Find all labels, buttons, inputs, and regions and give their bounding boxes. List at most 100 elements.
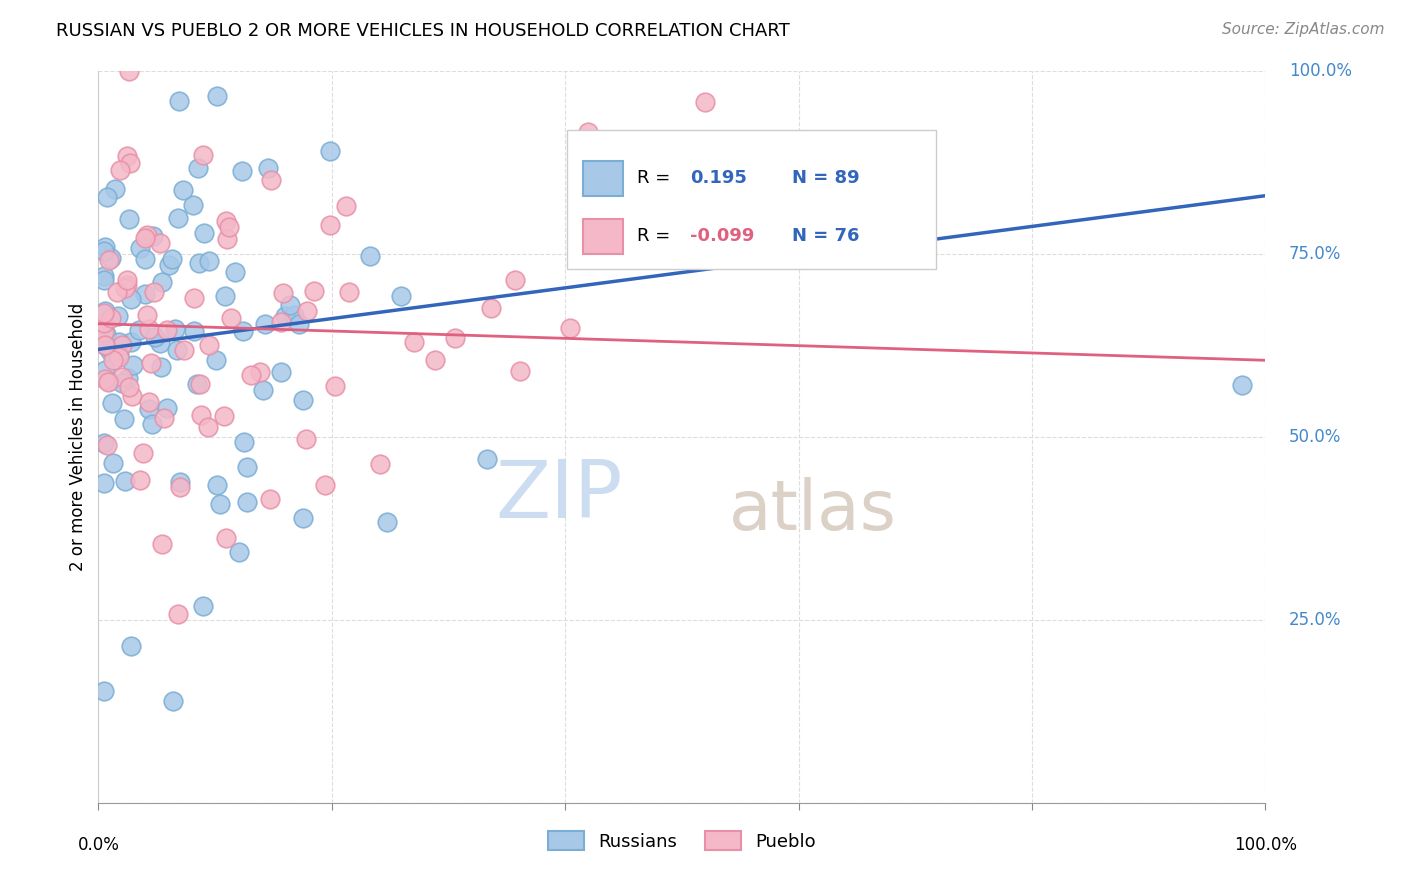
Point — [93, 244, 115, 258]
Point — [142, 285, 165, 300]
Point — [259, 492, 281, 507]
Point — [323, 379, 346, 393]
Point — [162, 694, 184, 708]
Point — [219, 311, 242, 326]
Text: RUSSIAN VS PUEBLO 2 OR MORE VEHICLES IN HOUSEHOLD CORRELATION CHART: RUSSIAN VS PUEBLO 2 OR MORE VEHICLES IN … — [56, 22, 790, 40]
Point — [120, 292, 142, 306]
Point — [270, 365, 292, 379]
Text: 0.0%: 0.0% — [77, 836, 120, 854]
Point — [93, 436, 115, 450]
Point — [156, 401, 179, 416]
Point — [149, 359, 172, 374]
Point — [215, 531, 238, 545]
Point — [314, 477, 336, 491]
Point — [120, 335, 142, 350]
Point — [475, 451, 498, 466]
Point — [103, 181, 125, 195]
Point — [111, 370, 134, 384]
Point — [108, 350, 131, 364]
Point — [335, 199, 357, 213]
Point — [235, 495, 257, 509]
Point — [143, 330, 166, 344]
Point — [93, 304, 115, 318]
Point — [190, 408, 212, 422]
Point — [204, 353, 226, 368]
Point — [149, 236, 172, 251]
Point — [1230, 378, 1253, 392]
Point — [291, 393, 314, 408]
Point — [368, 457, 391, 471]
Point — [212, 409, 235, 424]
Point — [139, 356, 162, 370]
Point — [166, 607, 188, 621]
Point — [101, 353, 124, 368]
Point — [101, 396, 124, 410]
Point — [96, 438, 118, 452]
Point — [128, 241, 150, 255]
Point — [260, 173, 283, 187]
Point — [111, 376, 134, 391]
Text: Source: ZipAtlas.com: Source: ZipAtlas.com — [1222, 22, 1385, 37]
Legend: Russians, Pueblo: Russians, Pueblo — [538, 822, 825, 860]
Point — [232, 324, 254, 338]
Point — [117, 371, 139, 385]
Point — [108, 347, 131, 361]
Point — [101, 457, 124, 471]
Point — [118, 155, 141, 169]
Text: 75.0%: 75.0% — [1289, 245, 1341, 263]
Point — [105, 285, 128, 299]
Point — [191, 148, 214, 162]
Point — [94, 338, 117, 352]
Point — [149, 336, 172, 351]
Text: atlas: atlas — [728, 476, 897, 544]
Point — [359, 249, 381, 263]
Point — [283, 308, 305, 322]
Point — [375, 515, 398, 529]
Point — [138, 401, 160, 416]
Text: 100.0%: 100.0% — [1234, 836, 1296, 854]
Point — [135, 227, 157, 242]
Point — [135, 308, 157, 322]
Text: N = 76: N = 76 — [792, 227, 859, 245]
Point — [114, 474, 136, 488]
Point — [134, 287, 156, 301]
Point — [138, 395, 160, 409]
Point — [132, 446, 155, 460]
Point — [187, 255, 209, 269]
Point — [291, 511, 314, 525]
Point — [108, 163, 131, 178]
Point — [560, 321, 582, 335]
Point — [280, 298, 302, 312]
Point — [93, 306, 115, 320]
Text: 100.0%: 100.0% — [1289, 62, 1351, 80]
Point — [120, 639, 142, 653]
Point — [118, 380, 141, 394]
Point — [134, 252, 156, 266]
Point — [294, 432, 316, 446]
Point — [252, 383, 274, 397]
Point — [138, 322, 160, 336]
Point — [319, 218, 342, 232]
Point — [197, 253, 219, 268]
Point — [114, 281, 136, 295]
Point — [141, 417, 163, 431]
Point — [115, 277, 138, 292]
Point — [108, 334, 131, 349]
Point — [402, 334, 425, 349]
Point — [186, 376, 208, 391]
Point — [270, 315, 292, 329]
Point — [205, 89, 228, 103]
Point — [94, 372, 117, 386]
Point — [167, 94, 190, 108]
Point — [188, 376, 211, 391]
Point — [232, 434, 254, 449]
Point — [193, 599, 215, 613]
Text: R =: R = — [637, 169, 676, 187]
Point — [121, 388, 143, 402]
Point — [93, 325, 115, 339]
Point — [231, 163, 253, 178]
Point — [187, 161, 209, 176]
Point — [150, 537, 173, 551]
Point — [218, 220, 240, 235]
Point — [509, 364, 531, 378]
